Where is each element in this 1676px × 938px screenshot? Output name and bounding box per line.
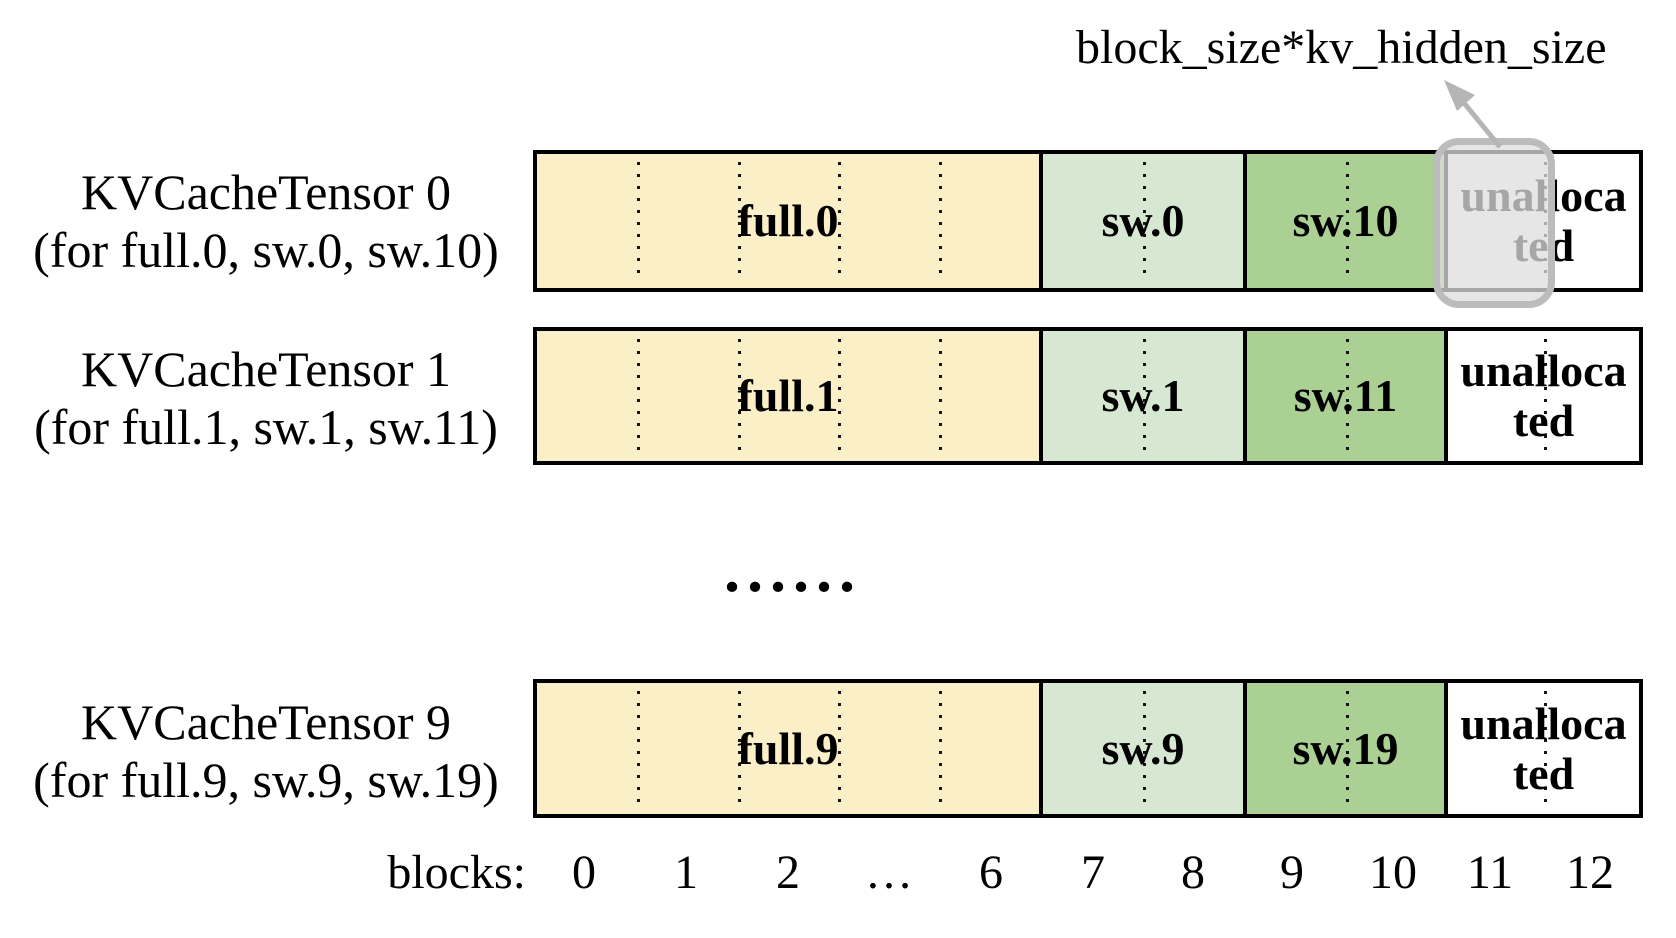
block-divider <box>1143 691 1146 806</box>
block-divider <box>838 339 842 453</box>
row-subtitle: (for full.0, sw.0, sw.10) <box>33 222 499 278</box>
block-divider <box>1345 162 1349 280</box>
tensor9-full-region: full.9 <box>537 683 1039 814</box>
block-tick-10: 10 <box>1369 846 1417 899</box>
block-divider <box>838 691 842 806</box>
block-tick-7: 7 <box>1081 846 1105 899</box>
block-divider <box>737 691 741 806</box>
block-tick-9: 9 <box>1280 846 1304 899</box>
tensor0-full-region: full.0 <box>537 154 1039 288</box>
block-divider <box>1143 162 1146 280</box>
sw-high-region-label: sw.11 <box>1293 370 1398 421</box>
row-title: KVCacheTensor 0 <box>81 164 451 220</box>
block-tick-12: 12 <box>1566 846 1614 899</box>
block-divider <box>1345 339 1349 453</box>
tensor9-unallocated-region: unalloca ted <box>1444 683 1639 814</box>
block-tick-2: 2 <box>776 846 800 899</box>
tensor9-bar: full.9 sw.9 sw.19 unalloca ted <box>533 679 1643 818</box>
tensor1-sw-low-region: sw.1 <box>1039 331 1243 461</box>
block-divider <box>938 162 942 280</box>
block-divider <box>737 162 741 280</box>
row-subtitle: (for full.9, sw.9, sw.19) <box>33 752 499 808</box>
row-label-tensor9: KVCacheTensor 9 (for full.9, sw.9, sw.19… <box>8 693 524 809</box>
tensor0-sw-low-region: sw.0 <box>1039 154 1243 288</box>
block-divider <box>938 691 942 806</box>
full-region-label: full.0 <box>737 195 839 246</box>
block-divider <box>838 162 842 280</box>
tensor1-unallocated-region: unalloca ted <box>1444 331 1639 461</box>
block-tick-1: 1 <box>674 846 698 899</box>
sw-low-region-label: sw.1 <box>1101 370 1185 421</box>
tensor0-sw-high-region: sw.10 <box>1243 154 1444 288</box>
block-size-annotation: block_size*kv_hidden_size <box>1076 21 1607 74</box>
row-label-tensor0: KVCacheTensor 0 (for full.0, sw.0, sw.10… <box>8 163 524 279</box>
tensor1-sw-high-region: sw.11 <box>1243 331 1444 461</box>
unallocated-region-label: unalloca ted <box>1460 697 1627 799</box>
annotation-arrow-icon <box>1444 80 1502 149</box>
sw-low-region-label: sw.9 <box>1101 722 1185 774</box>
row-title: KVCacheTensor 9 <box>81 694 451 750</box>
rows-ellipsis: ...... <box>724 534 862 605</box>
block-divider <box>637 162 641 280</box>
block-divider <box>938 339 942 453</box>
block-divider <box>1543 691 1547 806</box>
row-title: KVCacheTensor 1 <box>81 341 451 397</box>
block-divider <box>637 339 641 453</box>
block-tick-8: 8 <box>1181 846 1205 899</box>
row-subtitle: (for full.1, sw.1, sw.11) <box>34 399 498 455</box>
full-region-label: full.1 <box>737 370 839 421</box>
block-divider <box>1543 339 1547 453</box>
tensor9-sw-high-region: sw.19 <box>1243 683 1444 814</box>
block-divider <box>1345 691 1349 806</box>
row-label-tensor1: KVCacheTensor 1 (for full.1, sw.1, sw.11… <box>8 340 524 456</box>
sw-high-region-label: sw.19 <box>1292 722 1399 774</box>
full-region-label: full.9 <box>737 722 839 774</box>
sw-low-region-label: sw.0 <box>1101 195 1185 246</box>
tensor1-bar: full.1 sw.1 sw.11 unalloca ted <box>533 327 1643 465</box>
block-highlight-overlay <box>1433 138 1555 308</box>
blocks-axis-label: blocks: <box>387 846 526 899</box>
block-divider <box>737 339 741 453</box>
block-tick-ellipsis: … <box>865 846 913 899</box>
block-tick-6: 6 <box>979 846 1003 899</box>
block-divider <box>637 691 641 806</box>
sw-high-region-label: sw.10 <box>1292 195 1399 246</box>
tensor1-full-region: full.1 <box>537 331 1039 461</box>
unallocated-region-label: unalloca ted <box>1460 345 1627 446</box>
block-tick-0: 0 <box>572 846 596 899</box>
block-divider <box>1143 339 1146 453</box>
tensor9-sw-low-region: sw.9 <box>1039 683 1243 814</box>
block-tick-11: 11 <box>1466 846 1514 899</box>
